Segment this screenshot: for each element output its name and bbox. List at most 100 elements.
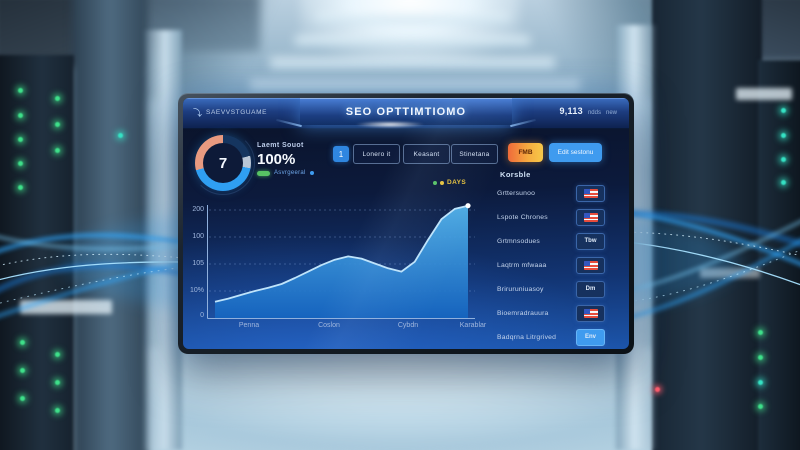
dashboard-screen: ⤵ SAEVVSTGUAME SEO OPTTIMTIOMO 9,113 ndd… <box>183 98 629 349</box>
row-action-button[interactable]: Env <box>576 328 605 346</box>
tab-button-3[interactable]: Stinetana <box>451 144 498 164</box>
row-action-button[interactable]: Tbw <box>576 232 605 250</box>
dashboard-header: ⤵ SAEVVSTGUAME SEO OPTTIMTIOMO 9,113 ndd… <box>183 98 629 129</box>
row-action-button[interactable] <box>576 208 605 226</box>
sidebar-row-7[interactable]: Badqrna Litrgrived Env <box>497 327 605 347</box>
rack-panel <box>700 268 760 278</box>
x-tick: Karablar <box>459 322 487 329</box>
led-light <box>55 122 60 127</box>
dashboard-monitor: ⤵ SAEVVSTGUAME SEO OPTTIMTIOMO 9,113 ndd… <box>178 93 634 354</box>
server-rack <box>758 60 800 450</box>
flag-icon <box>583 260 598 270</box>
gauge-center: 7 <box>203 143 243 183</box>
brand-label: SAEVVSTGUAME <box>206 109 268 116</box>
led-light <box>781 108 786 113</box>
tab-seam <box>276 118 302 128</box>
row-action-button[interactable]: Dm <box>576 280 605 298</box>
row-action-button[interactable] <box>576 184 605 202</box>
y-tick: 0 <box>200 312 204 319</box>
led-light <box>55 408 60 413</box>
tab-button-2[interactable]: Keasant <box>403 144 450 164</box>
led-light <box>20 340 25 345</box>
trend-label: Asvrgeeral <box>274 170 306 176</box>
legend-dot-green-icon <box>433 180 437 185</box>
y-tick: 100 <box>192 233 204 240</box>
sidebar-row-1[interactable]: Grttersunoo <box>497 183 605 203</box>
tab-button-1[interactable]: Lonero it <box>353 144 400 164</box>
row-label: Briruruniuasoy <box>497 285 544 293</box>
chart-end-marker <box>465 203 471 209</box>
legend-dot-yellow-icon <box>440 180 444 185</box>
row-label: Lspote Chrones <box>497 213 548 221</box>
sidebar-row-6[interactable]: Bioemradrauura <box>497 303 605 323</box>
flag-icon <box>583 308 598 318</box>
led-light <box>55 380 60 385</box>
brand: ⤵ SAEVVSTGUAME <box>193 106 267 119</box>
corridor-floor <box>110 348 690 450</box>
row-action-label: Env <box>584 334 596 340</box>
page-index-badge[interactable]: 1 <box>333 146 349 162</box>
led-light <box>18 185 23 190</box>
led-light <box>781 133 786 138</box>
led-light <box>118 133 123 138</box>
sidebar-title: Korsble <box>500 170 531 179</box>
glint <box>355 121 425 128</box>
row-action-label: Dm <box>585 286 596 292</box>
row-action-label: Tbw <box>584 238 597 244</box>
led-light <box>18 88 23 93</box>
brand-icon: ⤵ <box>193 108 203 118</box>
header-stats: 9,113 ndds new <box>559 106 617 116</box>
primary-action-button[interactable]: Edit sestonu <box>549 143 602 162</box>
led-light <box>758 380 763 385</box>
trend-pill-icon <box>257 170 270 176</box>
traffic-area-chart <box>207 203 475 319</box>
led-light <box>781 157 786 162</box>
row-label: Bioemradrauura <box>497 309 549 317</box>
row-label: Laqtrm mfwaaa <box>497 261 547 269</box>
x-tick: Penna <box>238 322 260 329</box>
led-light <box>781 180 786 185</box>
score-gauge: 7 <box>191 131 255 195</box>
visits-unit: ndds <box>587 110 601 116</box>
row-label: Grttersunoo <box>497 189 536 197</box>
sidebar-row-2[interactable]: Lspote Chrones <box>497 207 605 227</box>
rack-panel <box>736 88 792 100</box>
visits-count: 9,113 <box>559 106 583 116</box>
server-rack <box>72 0 148 450</box>
header-title-tab: SEO OPTTIMTIOMO <box>276 98 536 128</box>
rack-edge-highlight <box>144 30 182 450</box>
y-tick: 105 <box>192 260 204 267</box>
x-tick: Cybdn <box>397 322 419 329</box>
led-light <box>55 96 60 101</box>
server-rack <box>652 0 762 450</box>
tab-seam <box>510 118 536 128</box>
sidebar-row-4[interactable]: Laqtrm mfwaaa <box>497 255 605 275</box>
flag-icon <box>583 188 598 198</box>
led-light <box>758 355 763 360</box>
trend-dot-icon <box>309 171 314 175</box>
led-light <box>18 137 23 142</box>
led-light <box>758 404 763 409</box>
filter-button[interactable]: FMB <box>508 143 543 162</box>
page-title: SEO OPTTIMTIOMO <box>345 105 467 118</box>
rack-panel <box>20 300 112 314</box>
overview-percent: 100% <box>257 151 296 168</box>
led-light <box>55 352 60 357</box>
gauge-value: 7 <box>218 154 228 172</box>
led-light <box>18 113 23 118</box>
led-light <box>18 161 23 166</box>
x-tick: Coslon <box>318 322 340 329</box>
server-rack <box>0 55 74 450</box>
y-tick: 200 <box>192 206 204 213</box>
led-light <box>55 148 60 153</box>
sidebar-row-5[interactable]: Briruruniuasoy Dm <box>497 279 605 299</box>
led-light <box>20 368 25 373</box>
led-light-red <box>655 387 660 392</box>
row-action-button[interactable] <box>576 256 605 274</box>
flag-icon <box>583 212 598 222</box>
sidebar-row-3[interactable]: Grtmnsodues Tbw <box>497 231 605 251</box>
led-light <box>758 330 763 335</box>
overview-label: Laemt Souot <box>257 142 304 149</box>
row-action-button[interactable] <box>576 304 605 322</box>
